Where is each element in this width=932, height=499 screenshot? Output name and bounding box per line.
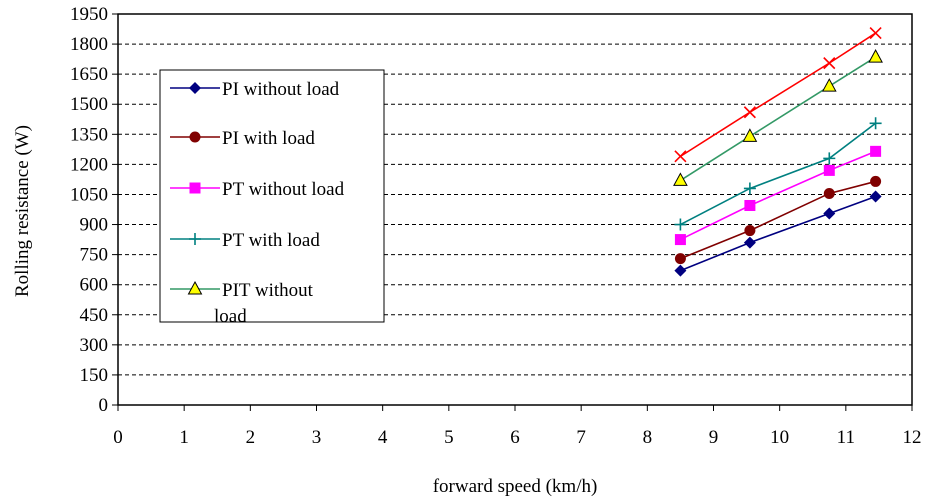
y-tick-label: 1200 [70, 154, 108, 175]
x-tick-label: 7 [576, 427, 586, 448]
data-point-diamond [823, 207, 836, 220]
y-tick-label: 1500 [70, 94, 108, 115]
x-tick-label: 8 [643, 427, 653, 448]
x-tick-label: 5 [444, 427, 454, 448]
legend-label: PIT without load [214, 280, 314, 327]
series-line [679, 56, 877, 182]
axes: 0150300450600750900105012001350150016501… [70, 4, 922, 448]
y-tick-label: 1350 [70, 124, 108, 145]
x-tick-label: 12 [903, 427, 922, 448]
y-tick-label: 150 [80, 365, 109, 386]
data-point-diamond [869, 190, 882, 203]
data-point-plus [189, 233, 201, 245]
x-tick-label: 6 [510, 427, 520, 448]
data-point-square [189, 182, 201, 194]
y-tick-label: 750 [80, 245, 109, 266]
data-point-diamond [743, 236, 756, 249]
legend-item: PI with load [170, 128, 315, 149]
y-tick-label: 1800 [70, 34, 108, 55]
data-point-triangle [868, 49, 883, 63]
legend-item: PIT without load [170, 280, 314, 327]
data-point-plus [823, 152, 836, 165]
data-point-diamond [674, 264, 687, 277]
series-4 [674, 117, 882, 231]
legend: PI without load PI with load PT without lo… [159, 69, 385, 327]
y-tick-label: 900 [80, 215, 109, 236]
legend-label: PI with load [222, 128, 315, 149]
series-3 [674, 145, 882, 246]
y-tick-label: 450 [80, 305, 109, 326]
data-point-triangle [742, 128, 758, 142]
x-tick-label: 9 [709, 427, 719, 448]
legend-label: PT with load [222, 230, 320, 251]
series-line [680, 195, 876, 272]
legend-box [159, 69, 385, 323]
x-tick-label: 11 [837, 427, 855, 448]
data-point-plus [869, 117, 882, 130]
x-tick-label: 10 [770, 427, 789, 448]
legend-item: PT with load [170, 230, 320, 251]
data-point-square [823, 164, 835, 176]
data-point-triangle [821, 78, 837, 92]
data-point-circle [870, 175, 882, 187]
y-axis-label: Rolling resistance (W) [12, 125, 33, 297]
series-layer [673, 26, 883, 277]
series-6 [674, 26, 882, 163]
y-tick-label: 1950 [70, 4, 108, 25]
legend-item: PI without load [170, 79, 340, 100]
data-point-x [674, 150, 687, 163]
series-line [680, 180, 876, 260]
x-tick-label: 4 [378, 427, 388, 448]
data-point-plus [674, 218, 687, 231]
data-point-circle [823, 187, 835, 199]
series-5 [673, 49, 883, 186]
y-tick-label: 300 [80, 335, 109, 356]
y-tick-label: 1050 [70, 184, 108, 205]
series-line [679, 32, 877, 158]
x-tick-label: 2 [246, 427, 256, 448]
series-2 [674, 175, 882, 265]
legend-label: PI without load [222, 79, 340, 100]
data-point-x [823, 57, 836, 70]
x-axis-label: forward speed (km/h) [433, 476, 598, 497]
data-point-square [870, 145, 882, 157]
data-point-square [744, 199, 756, 211]
data-point-circle [744, 225, 756, 237]
y-tick-label: 1650 [70, 64, 108, 85]
data-point-triangle [187, 280, 203, 295]
x-tick-label: 3 [312, 427, 322, 448]
x-tick-label: 1 [179, 427, 189, 448]
series-line [680, 150, 876, 241]
data-point-x [869, 26, 882, 40]
data-point-square [674, 234, 686, 246]
legend-item: PT without load [170, 179, 345, 200]
data-point-circle [674, 253, 686, 265]
series-1 [674, 190, 882, 277]
data-point-x [743, 106, 756, 119]
data-point-plus [743, 182, 756, 195]
data-point-circle [189, 131, 201, 143]
legend-label: PT without load [222, 179, 345, 200]
y-tick-label: 0 [99, 395, 109, 416]
series-line [680, 122, 877, 226]
x-tick-label: 0 [113, 427, 123, 448]
data-point-triangle [673, 172, 688, 186]
data-point-diamond [189, 82, 201, 94]
y-tick-label: 600 [80, 275, 109, 296]
